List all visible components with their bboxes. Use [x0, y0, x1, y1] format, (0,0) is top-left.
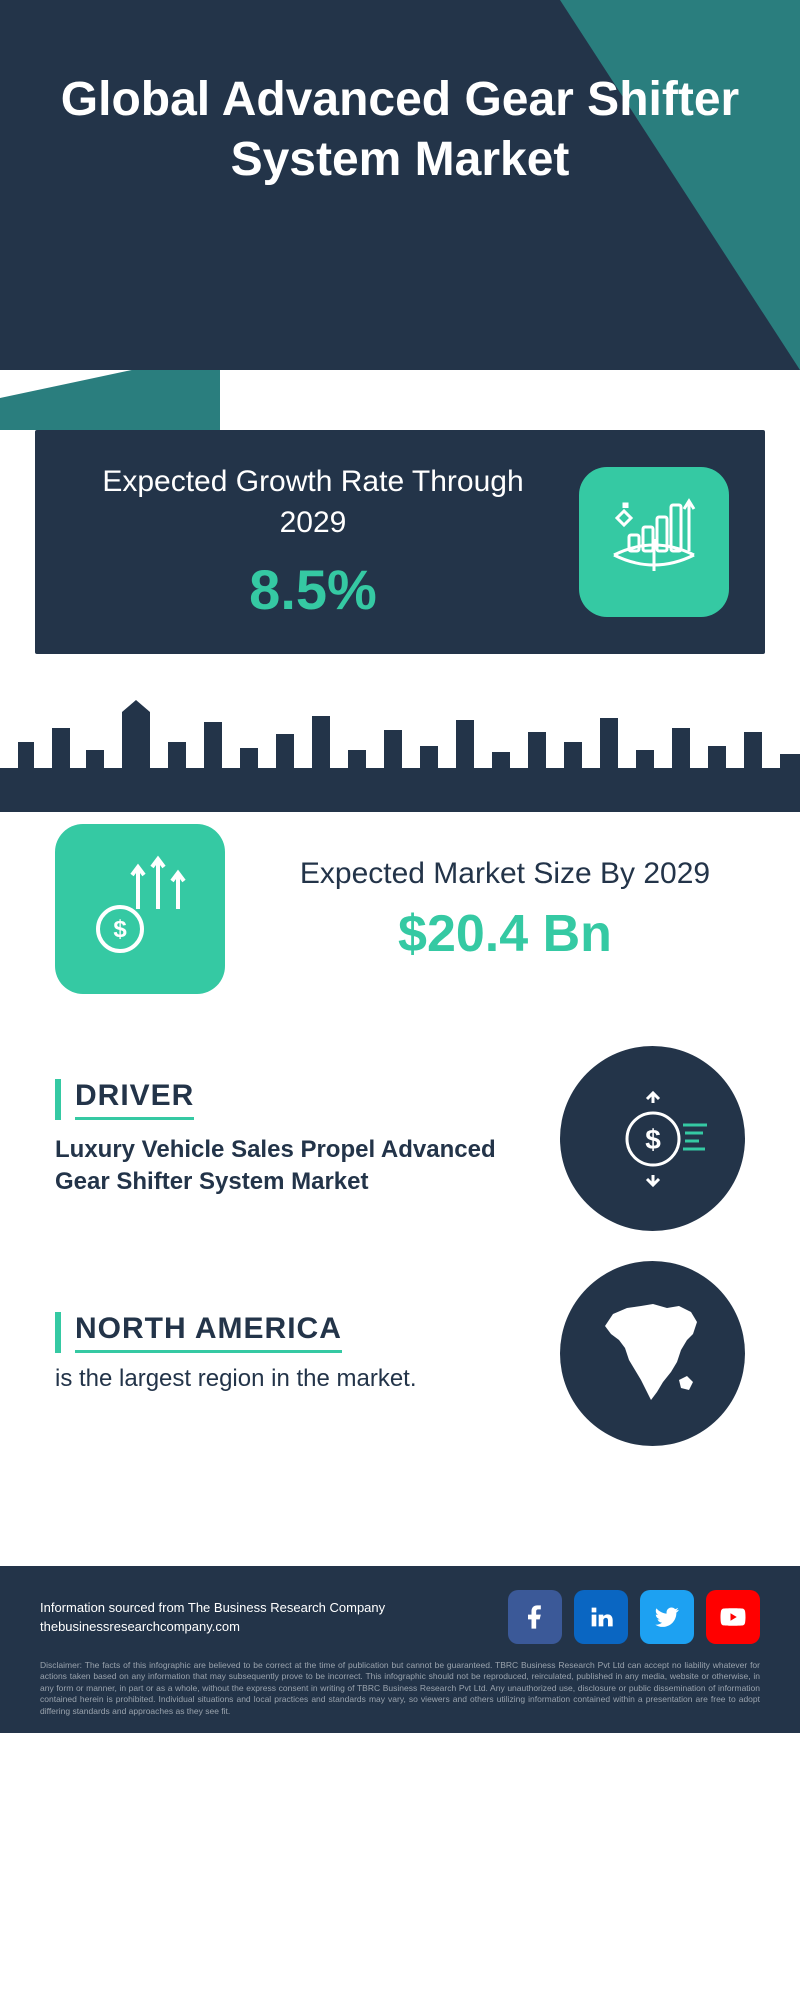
driver-heading-label: DRIVER	[75, 1079, 194, 1120]
growth-rate-text: Expected Growth Rate Through 2029 8.5%	[71, 462, 555, 622]
region-text: NORTH AMERICA is the largest region in t…	[55, 1312, 530, 1395]
market-size-label: Expected Market Size By 2029	[265, 854, 745, 895]
twitter-icon[interactable]	[640, 1590, 694, 1644]
linkedin-icon[interactable]	[574, 1590, 628, 1644]
footer-source-line1: Information sourced from The Business Re…	[40, 1598, 385, 1618]
driver-text: DRIVER Luxury Vehicle Sales Propel Advan…	[55, 1079, 530, 1199]
page-title: Global Advanced Gear Shifter System Mark…	[0, 0, 800, 190]
region-body: is the largest region in the market.	[55, 1363, 530, 1395]
infographic: Global Advanced Gear Shifter System Mark…	[0, 0, 800, 1733]
driver-heading: DRIVER	[55, 1079, 530, 1120]
city-skyline-decoration	[0, 672, 800, 812]
dollar-growth-icon: $	[55, 824, 225, 994]
svg-text:$: $	[645, 1124, 661, 1155]
north-america-map-icon	[560, 1261, 745, 1446]
facebook-icon[interactable]	[508, 1590, 562, 1644]
growth-rate-label: Expected Growth Rate Through 2029	[71, 462, 555, 543]
market-size-text: Expected Market Size By 2029 $20.4 Bn	[265, 854, 745, 965]
youtube-icon[interactable]	[706, 1590, 760, 1644]
region-heading: NORTH AMERICA	[55, 1312, 530, 1353]
angled-separator	[0, 370, 800, 430]
market-size-value: $20.4 Bn	[265, 904, 745, 964]
money-cycle-icon: $	[560, 1046, 745, 1231]
growth-chart-icon	[579, 467, 729, 617]
growth-rate-card: Expected Growth Rate Through 2029 8.5%	[35, 430, 765, 654]
footer-source: Information sourced from The Business Re…	[40, 1598, 385, 1637]
svg-text:$: $	[113, 916, 127, 943]
social-icons	[508, 1590, 760, 1644]
disclaimer: Disclaimer: The facts of this infographi…	[40, 1660, 760, 1717]
growth-rate-value: 8.5%	[71, 557, 555, 622]
header: Global Advanced Gear Shifter System Mark…	[0, 0, 800, 370]
driver-section: DRIVER Luxury Vehicle Sales Propel Advan…	[55, 1046, 745, 1231]
region-heading-label: NORTH AMERICA	[75, 1312, 342, 1353]
footer-top: Information sourced from The Business Re…	[40, 1590, 760, 1644]
market-size-card: $ Expected Market Size By 2029 $20.4 Bn	[35, 812, 765, 1016]
footer: Information sourced from The Business Re…	[0, 1566, 800, 1733]
driver-body: Luxury Vehicle Sales Propel Advanced Gea…	[55, 1134, 530, 1199]
region-section: NORTH AMERICA is the largest region in t…	[55, 1261, 745, 1446]
footer-source-line2: thebusinessresearchcompany.com	[40, 1617, 385, 1637]
